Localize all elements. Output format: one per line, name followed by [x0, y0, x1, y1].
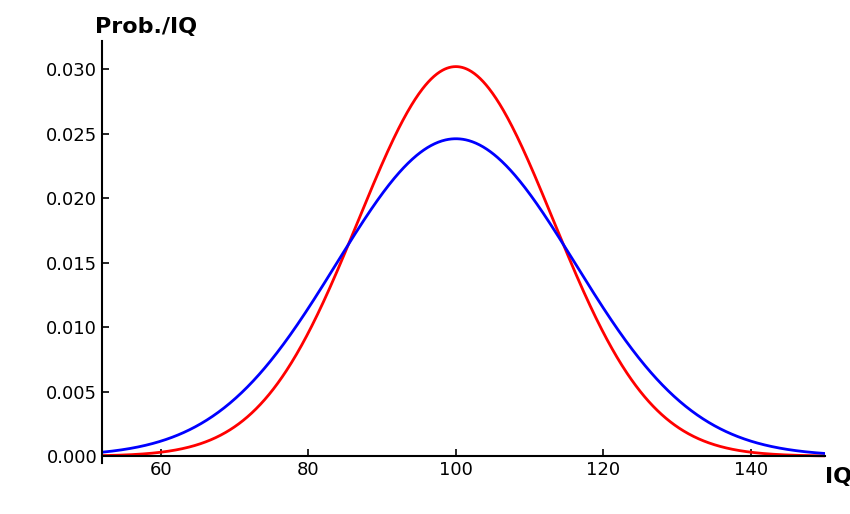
X-axis label: IQ: IQ — [825, 467, 850, 487]
Y-axis label: Prob./IQ: Prob./IQ — [95, 17, 197, 37]
